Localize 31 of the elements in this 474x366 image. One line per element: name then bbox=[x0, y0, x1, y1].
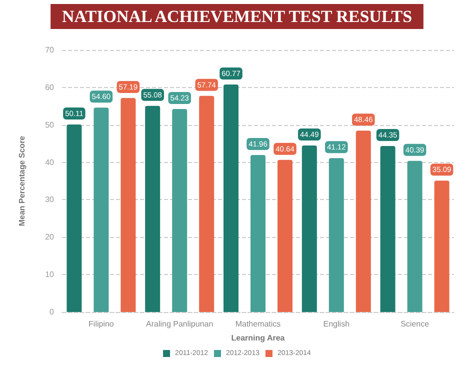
y-tick-label: 30 bbox=[45, 195, 55, 204]
x-tick-label: Mathematics bbox=[235, 320, 281, 328]
bar bbox=[120, 98, 136, 312]
bar bbox=[278, 160, 292, 312]
bar bbox=[224, 84, 238, 312]
bar bbox=[172, 109, 188, 312]
y-tick-label: 20 bbox=[45, 232, 55, 242]
chart-title: NATIONAL ACHIEVEMENT TEST RESULTS bbox=[62, 7, 412, 26]
bar bbox=[250, 154, 266, 312]
y-tick-label: 70 bbox=[45, 46, 55, 54]
x-axis-title: Learning Area bbox=[231, 334, 286, 342]
bar bbox=[94, 108, 109, 312]
y-tick-label: 60 bbox=[45, 82, 55, 92]
bar bbox=[199, 96, 214, 312]
y-tick-label: 40 bbox=[45, 158, 55, 167]
bar bbox=[380, 146, 396, 312]
bar bbox=[434, 180, 450, 312]
bar bbox=[407, 160, 422, 312]
y-axis-title: Mean Percentage Score bbox=[18, 135, 26, 226]
x-tick-label: Science bbox=[400, 320, 430, 328]
bar bbox=[328, 158, 344, 312]
bar bbox=[356, 130, 371, 312]
x-tick-label: Araling Panlipunan bbox=[146, 320, 214, 328]
bar bbox=[66, 124, 82, 312]
y-tick-label: 0 bbox=[50, 308, 55, 316]
bar bbox=[302, 145, 317, 312]
x-tick-label: Filipino bbox=[88, 320, 114, 328]
y-tick-label: 50 bbox=[45, 120, 55, 130]
y-tick-label: 10 bbox=[45, 270, 55, 280]
x-tick-label: English bbox=[323, 320, 350, 328]
bar bbox=[145, 106, 160, 312]
